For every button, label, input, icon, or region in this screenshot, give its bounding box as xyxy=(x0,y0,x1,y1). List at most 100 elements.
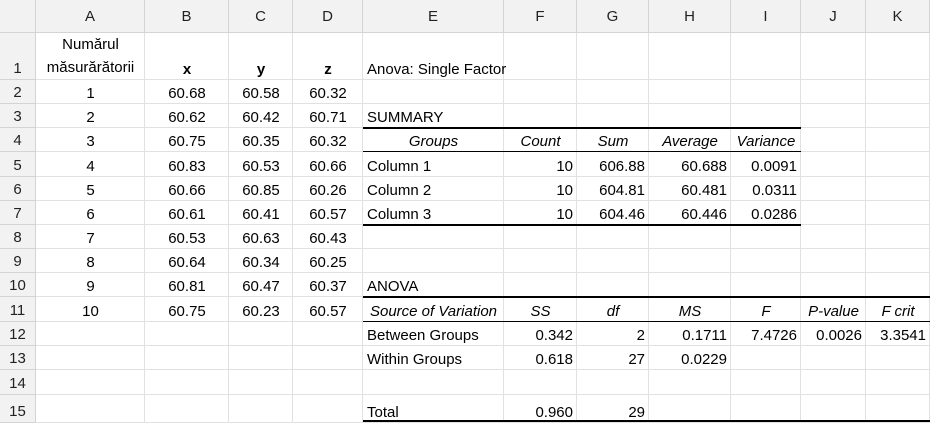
cell-g8[interactable] xyxy=(577,225,649,249)
cell-g1[interactable] xyxy=(577,33,649,80)
cell-i2[interactable] xyxy=(731,80,801,104)
cell-a4[interactable] xyxy=(36,128,145,152)
cell-d10[interactable] xyxy=(293,273,363,297)
cell-c3[interactable] xyxy=(229,104,293,128)
cell-j14[interactable] xyxy=(801,370,866,395)
cell-i14[interactable] xyxy=(731,370,801,395)
row-header-10[interactable]: 10 xyxy=(0,273,36,297)
cell-h13[interactable] xyxy=(649,346,731,370)
row-header-8[interactable]: 8 xyxy=(0,225,36,249)
cell-d4[interactable] xyxy=(293,128,363,152)
cell-e12[interactable] xyxy=(363,322,504,346)
cell-a9[interactable] xyxy=(36,249,145,273)
cell-d3[interactable] xyxy=(293,104,363,128)
cell-g9[interactable] xyxy=(577,249,649,273)
column-header-d[interactable]: D xyxy=(293,0,363,33)
cell-h6[interactable] xyxy=(649,177,731,201)
cell-f5[interactable] xyxy=(504,152,577,177)
cell-j15[interactable] xyxy=(801,395,866,423)
cell-k15[interactable] xyxy=(866,395,930,423)
cell-k9[interactable] xyxy=(866,249,930,273)
cell-b13[interactable] xyxy=(145,346,229,370)
cell-k6[interactable] xyxy=(866,177,930,201)
cell-h2[interactable] xyxy=(649,80,731,104)
cell-a10[interactable] xyxy=(36,273,145,297)
cell-e8[interactable] xyxy=(363,225,504,249)
cell-k10[interactable] xyxy=(866,273,930,297)
cell-j9[interactable] xyxy=(801,249,866,273)
cell-k2[interactable] xyxy=(866,80,930,104)
cell-j3[interactable] xyxy=(801,104,866,128)
row-header-3[interactable]: 3 xyxy=(0,104,36,128)
column-header-i[interactable]: I xyxy=(731,0,801,33)
cell-e2[interactable] xyxy=(363,80,504,104)
cell-b9[interactable] xyxy=(145,249,229,273)
cell-d15[interactable] xyxy=(293,395,363,423)
cell-i12[interactable] xyxy=(731,322,801,346)
cell-c13[interactable] xyxy=(229,346,293,370)
cell-d9[interactable] xyxy=(293,249,363,273)
row-header-1[interactable]: 1 xyxy=(0,33,36,80)
row-header-6[interactable]: 6 xyxy=(0,177,36,201)
cell-c2[interactable] xyxy=(229,80,293,104)
cell-a12[interactable] xyxy=(36,322,145,346)
cell-h3[interactable] xyxy=(649,104,731,128)
cell-a8[interactable] xyxy=(36,225,145,249)
cell-d2[interactable] xyxy=(293,80,363,104)
cell-i15[interactable] xyxy=(731,395,801,423)
cell-k3[interactable] xyxy=(866,104,930,128)
cell-e14[interactable] xyxy=(363,370,504,395)
column-header-f[interactable]: F xyxy=(504,0,577,33)
cell-d1[interactable] xyxy=(293,33,363,80)
cell-c8[interactable] xyxy=(229,225,293,249)
column-header-g[interactable]: G xyxy=(577,0,649,33)
cell-f3[interactable] xyxy=(504,104,577,128)
cell-a5[interactable] xyxy=(36,152,145,177)
cell-g2[interactable] xyxy=(577,80,649,104)
cell-c4[interactable] xyxy=(229,128,293,152)
cell-f12[interactable] xyxy=(504,322,577,346)
cell-h5[interactable] xyxy=(649,152,731,177)
cell-i1[interactable] xyxy=(731,33,801,80)
cell-c7[interactable] xyxy=(229,201,293,225)
cell-g10[interactable] xyxy=(577,273,649,297)
cell-h12[interactable] xyxy=(649,322,731,346)
cell-b5[interactable] xyxy=(145,152,229,177)
cell-k1[interactable] xyxy=(866,33,930,80)
cell-b11[interactable] xyxy=(145,297,229,322)
cell-d7[interactable] xyxy=(293,201,363,225)
column-header-h[interactable]: H xyxy=(649,0,731,33)
cell-i5[interactable] xyxy=(731,152,801,177)
cell-c14[interactable] xyxy=(229,370,293,395)
cell-d6[interactable] xyxy=(293,177,363,201)
cell-f14[interactable] xyxy=(504,370,577,395)
cell-g6[interactable] xyxy=(577,177,649,201)
cell-b12[interactable] xyxy=(145,322,229,346)
cell-b7[interactable] xyxy=(145,201,229,225)
cell-e9[interactable] xyxy=(363,249,504,273)
cell-k14[interactable] xyxy=(866,370,930,395)
cell-b2[interactable] xyxy=(145,80,229,104)
cell-e1[interactable] xyxy=(363,33,504,80)
row-header-13[interactable]: 13 xyxy=(0,346,36,370)
column-header-a[interactable]: A xyxy=(36,0,145,33)
cell-f8[interactable] xyxy=(504,225,577,249)
cell-c11[interactable] xyxy=(229,297,293,322)
cell-h14[interactable] xyxy=(649,370,731,395)
cell-i9[interactable] xyxy=(731,249,801,273)
cell-c1[interactable] xyxy=(229,33,293,80)
cell-c10[interactable] xyxy=(229,273,293,297)
cell-h10[interactable] xyxy=(649,273,731,297)
cell-i10[interactable] xyxy=(731,273,801,297)
cell-h9[interactable] xyxy=(649,249,731,273)
cell-j7[interactable] xyxy=(801,201,866,225)
cell-e13[interactable] xyxy=(363,346,504,370)
cell-g12[interactable] xyxy=(577,322,649,346)
row-header-4[interactable]: 4 xyxy=(0,128,36,152)
cell-a3[interactable] xyxy=(36,104,145,128)
cell-j13[interactable] xyxy=(801,346,866,370)
cell-k8[interactable] xyxy=(866,225,930,249)
cell-f1[interactable] xyxy=(504,33,577,80)
cell-h8[interactable] xyxy=(649,225,731,249)
row-header-15[interactable]: 15 xyxy=(0,395,36,423)
